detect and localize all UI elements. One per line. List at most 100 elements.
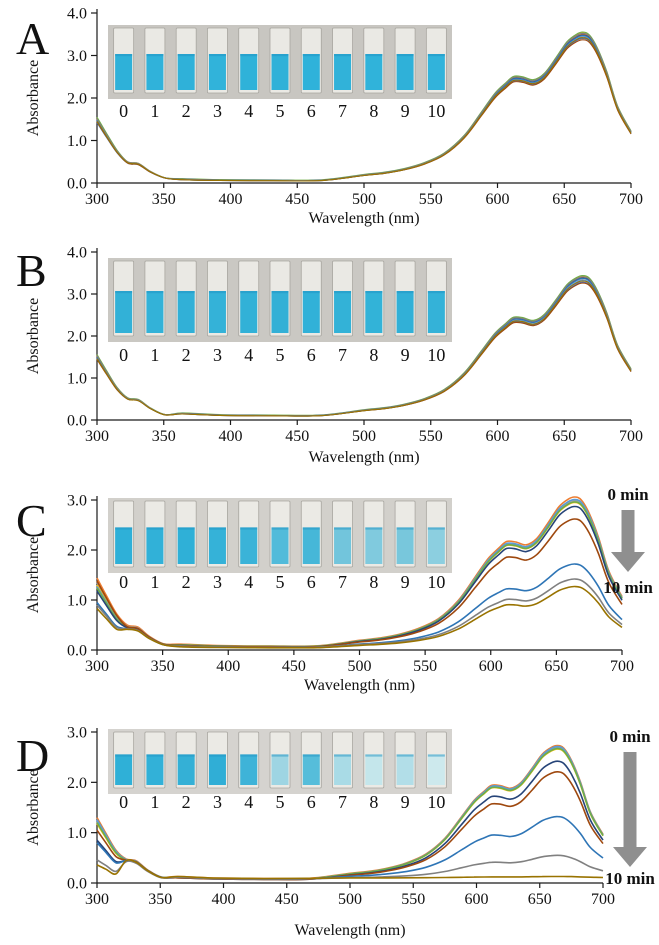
x-tick-label: 650 bbox=[552, 428, 576, 445]
series-line-10 bbox=[96, 280, 632, 417]
x-axis-title: Wavelength (nm) bbox=[308, 210, 419, 227]
x-tick-label: 600 bbox=[465, 891, 489, 908]
cuvette-liquid bbox=[396, 754, 414, 785]
cuvette-liquid bbox=[334, 527, 352, 564]
panel-c: C 300 350 400 450 500 550 600 650 700 0.0 1.0 2.0 3.0… bbox=[0, 469, 659, 708]
y-tick-label: 0.0 bbox=[67, 413, 87, 430]
cuvette-liquid bbox=[271, 291, 289, 333]
liquid-meniscus bbox=[146, 54, 164, 57]
cuvette bbox=[238, 731, 260, 789]
cuvette-liquid bbox=[365, 54, 383, 90]
liquid-meniscus bbox=[334, 291, 352, 294]
cuvette-liquid bbox=[240, 527, 258, 564]
x-tick-label: 400 bbox=[219, 191, 243, 208]
liquid-meniscus bbox=[208, 527, 226, 530]
liquid-meniscus bbox=[271, 291, 289, 294]
x-tick-label: 500 bbox=[338, 891, 362, 908]
panel-letter: A bbox=[16, 13, 49, 64]
cuvette bbox=[394, 260, 416, 337]
y-tick-label: 0.0 bbox=[67, 876, 87, 893]
cuvette bbox=[238, 260, 260, 337]
cuvette-label: 2 bbox=[182, 792, 191, 812]
x-tick-label: 300 bbox=[85, 428, 109, 445]
x-tick-label: 350 bbox=[152, 191, 176, 208]
x-tick-label: 350 bbox=[151, 658, 175, 675]
cuvette bbox=[175, 500, 197, 568]
cuvette-label: 4 bbox=[244, 792, 253, 812]
annotation-start-label: 0 min bbox=[607, 485, 649, 504]
x-tick-label: 450 bbox=[282, 658, 306, 675]
cuvette-liquid bbox=[396, 291, 414, 333]
cuvette bbox=[113, 731, 135, 789]
cuvette-label: 0 bbox=[119, 345, 128, 365]
annotation-start-label: 0 min bbox=[609, 727, 651, 746]
cuvette-label: 4 bbox=[244, 345, 253, 365]
cuvette-label: 10 bbox=[427, 101, 445, 121]
cuvette-liquid bbox=[365, 754, 383, 785]
cuvette bbox=[300, 260, 322, 337]
x-tick-label: 700 bbox=[610, 658, 634, 675]
series-line-8-min bbox=[96, 815, 604, 880]
cuvette-label: 9 bbox=[401, 345, 410, 365]
x-tick-label: 350 bbox=[148, 891, 172, 908]
cuvette-label: 0 bbox=[119, 792, 128, 812]
y-tick-label: 0.0 bbox=[67, 176, 87, 193]
liquid-meniscus bbox=[427, 527, 445, 530]
cuvette-liquid bbox=[146, 54, 164, 90]
cuvette bbox=[363, 500, 385, 568]
x-tick-label: 300 bbox=[85, 658, 109, 675]
cuvette bbox=[175, 260, 197, 337]
panel-b: B 300 350 400 450 500 550 600 650 700 0.0 1.0 2.0 3.0… bbox=[0, 233, 659, 469]
liquid-meniscus bbox=[240, 527, 258, 530]
cuvette-label: 9 bbox=[401, 572, 410, 592]
liquid-meniscus bbox=[334, 754, 352, 757]
cuvette-label: 3 bbox=[213, 572, 222, 592]
liquid-meniscus bbox=[177, 54, 195, 57]
x-tick-label: 400 bbox=[219, 428, 243, 445]
liquid-meniscus bbox=[302, 291, 320, 294]
cuvette bbox=[332, 500, 353, 568]
cuvette-liquid bbox=[427, 54, 445, 90]
x-tick-label: 650 bbox=[544, 658, 568, 675]
liquid-meniscus bbox=[240, 54, 258, 57]
liquid-meniscus bbox=[240, 291, 258, 294]
cuvette bbox=[269, 27, 291, 94]
cuvette-label: 5 bbox=[276, 792, 285, 812]
y-tick-label: 1.0 bbox=[67, 825, 87, 842]
cuvette-label: 1 bbox=[150, 572, 159, 592]
y-axis-title: Absorbance bbox=[25, 298, 42, 374]
cuvette bbox=[332, 731, 353, 789]
liquid-meniscus bbox=[177, 527, 195, 530]
cuvette-liquid bbox=[427, 754, 445, 785]
y-tick-label: 3.0 bbox=[67, 493, 87, 510]
cuvette bbox=[425, 731, 447, 789]
cuvette-label: 1 bbox=[150, 792, 159, 812]
y-axis-title: Absorbance bbox=[25, 769, 42, 845]
x-axis-title: Wavelength (nm) bbox=[294, 922, 405, 939]
liquid-meniscus bbox=[271, 527, 289, 530]
cuvette-liquid bbox=[365, 291, 383, 333]
x-tick-label: 500 bbox=[352, 428, 376, 445]
cuvette-label: 1 bbox=[150, 345, 159, 365]
cuvette-liquid bbox=[427, 527, 445, 564]
liquid-meniscus bbox=[115, 54, 133, 57]
y-tick-label: 3.0 bbox=[67, 287, 87, 304]
cuvette-liquid bbox=[240, 54, 258, 90]
cuvette bbox=[425, 500, 447, 568]
liquid-meniscus bbox=[302, 754, 320, 757]
cuvette bbox=[207, 260, 228, 337]
liquid-meniscus bbox=[396, 754, 414, 757]
liquid-meniscus bbox=[302, 54, 320, 57]
cuvette-liquid bbox=[271, 54, 289, 90]
x-tick-label: 550 bbox=[401, 891, 425, 908]
cuvette-liquid bbox=[177, 54, 195, 90]
cuvette-liquid bbox=[208, 527, 226, 564]
liquid-meniscus bbox=[115, 527, 133, 530]
liquid-meniscus bbox=[240, 754, 258, 757]
cuvette-liquid bbox=[208, 291, 226, 333]
y-tick-label: 4.0 bbox=[67, 245, 87, 262]
liquid-meniscus bbox=[365, 54, 383, 57]
cuvette-liquid bbox=[240, 754, 258, 785]
cuvette bbox=[394, 731, 416, 789]
cuvette-liquid bbox=[115, 527, 133, 564]
